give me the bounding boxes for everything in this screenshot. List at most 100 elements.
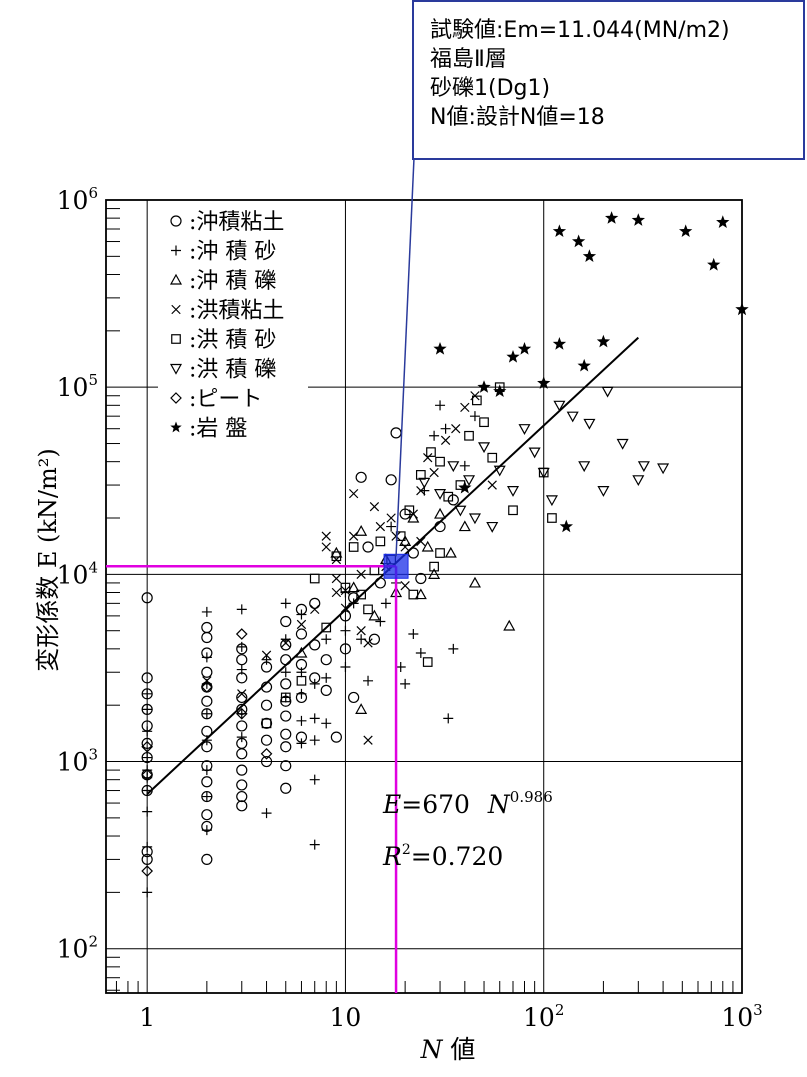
data-point-circle xyxy=(201,666,213,678)
data-point-triangle-down xyxy=(657,463,670,475)
data-point-square xyxy=(508,505,518,516)
data-point-triangle-down xyxy=(447,461,460,473)
data-point-circle xyxy=(280,615,292,628)
data-point-cross xyxy=(237,689,247,699)
data-points xyxy=(141,211,749,898)
data-point-plus xyxy=(386,521,397,532)
data-point-circle xyxy=(280,741,292,753)
data-point-triangle-up xyxy=(414,588,427,600)
x-tick-exp: 3 xyxy=(753,1001,763,1019)
data-point-cross xyxy=(416,485,426,496)
plot-frame xyxy=(105,199,743,994)
data-point-plus xyxy=(469,411,480,422)
data-point-plus xyxy=(296,738,307,749)
data-point-circle xyxy=(280,760,292,772)
data-point-star xyxy=(572,234,586,248)
data-point-plus xyxy=(201,606,212,617)
data-point-circle xyxy=(201,853,213,866)
legend-marker-square xyxy=(171,334,181,344)
data-point-star xyxy=(517,342,532,355)
data-point-plus xyxy=(309,678,320,689)
data-point-plus xyxy=(440,423,451,434)
data-point-plus xyxy=(236,708,247,719)
data-point-circle xyxy=(280,728,292,740)
data-point-plus xyxy=(142,887,153,898)
data-point-square xyxy=(280,692,291,703)
x-tick-exp: 2 xyxy=(555,1001,565,1019)
x-tick-label: 1 xyxy=(139,1003,155,1032)
data-point-cross xyxy=(261,650,272,660)
data-point-circle xyxy=(309,597,321,609)
data-point-triangle-down xyxy=(566,411,579,423)
data-point-square xyxy=(435,456,445,467)
data-point-circle xyxy=(236,779,248,791)
x-tick-label: 10 xyxy=(330,1003,362,1032)
data-point-triangle-down xyxy=(616,438,629,450)
data-point-plus xyxy=(142,841,153,852)
data-point-triangle-down xyxy=(486,521,499,533)
data-point-plus xyxy=(296,715,307,726)
data-point-cross xyxy=(375,521,386,532)
data-point-circle xyxy=(385,474,397,486)
data-point-triangle-up xyxy=(428,568,441,579)
data-point-cross xyxy=(356,626,366,636)
data-point-cross xyxy=(340,585,351,596)
x-tick-base: 10 xyxy=(523,1003,555,1032)
data-point-triangle-down xyxy=(578,461,591,473)
data-point-circle xyxy=(348,691,360,704)
y-tick-exp: 3 xyxy=(88,746,98,764)
x-tick-base: 10 xyxy=(721,1003,753,1032)
data-point-star xyxy=(552,224,567,237)
data-point-star xyxy=(477,380,491,393)
data-point-plus xyxy=(309,839,320,850)
minor-ticks xyxy=(106,208,734,993)
legend-marker-circle xyxy=(170,215,182,227)
legend-label: :沖積粘土 xyxy=(189,210,284,235)
data-point-cross xyxy=(356,569,366,580)
data-point-triangle-up xyxy=(355,703,368,714)
data-point-diamond xyxy=(141,768,154,781)
data-point-triangle-down xyxy=(537,467,550,479)
data-point-square xyxy=(415,470,426,480)
data-point-triangle-down xyxy=(545,495,558,507)
legend-marker-cross xyxy=(171,304,181,315)
data-point-plus xyxy=(435,400,446,411)
data-point-circle xyxy=(236,654,248,666)
data-point-plus xyxy=(400,678,411,689)
data-point-plus xyxy=(408,629,419,640)
data-point-square xyxy=(363,604,373,615)
data-point-square xyxy=(321,622,332,633)
eq-value: =670 xyxy=(401,790,470,819)
callout-leader-line xyxy=(395,157,415,557)
callout-line-n-value: N値:設計N値=18 xyxy=(430,105,605,130)
data-point-plus xyxy=(280,667,291,678)
data-point-square xyxy=(348,542,359,552)
x-tick-label: 102 xyxy=(523,1001,564,1032)
legend-marker-plus xyxy=(171,245,181,256)
data-point-circle xyxy=(447,494,459,506)
legend-label: :沖 積 砂 xyxy=(189,240,276,265)
y-tick-exp: 5 xyxy=(88,371,98,389)
data-point-plus xyxy=(296,667,307,678)
legend-marker-diamond xyxy=(170,392,182,404)
data-point-circle xyxy=(260,734,273,746)
callout-line-test-value: 試験値:Em=11.044(MN/m2) xyxy=(430,18,730,43)
data-point-plus xyxy=(142,726,153,737)
data-point-triangle-down xyxy=(418,477,431,489)
data-point-plus xyxy=(321,634,332,645)
data-point-circle xyxy=(309,639,321,651)
data-point-cross xyxy=(331,587,342,598)
data-point-cross xyxy=(440,435,451,446)
legend-label: :ピート xyxy=(189,387,262,412)
data-point-circle xyxy=(201,631,213,644)
data-point-plus xyxy=(309,774,320,785)
data-point-triangle-down xyxy=(434,489,447,500)
legend-label: :洪積粘土 xyxy=(189,299,284,324)
data-point-cross xyxy=(331,573,342,584)
data-point-triangle-up xyxy=(468,576,481,588)
data-point-plus xyxy=(142,752,153,763)
data-point-triangle-down xyxy=(468,513,481,525)
legend-label: :洪 積 礫 xyxy=(189,358,276,383)
x-axis-title-n: N xyxy=(420,1035,444,1064)
data-point-plus xyxy=(309,735,320,746)
